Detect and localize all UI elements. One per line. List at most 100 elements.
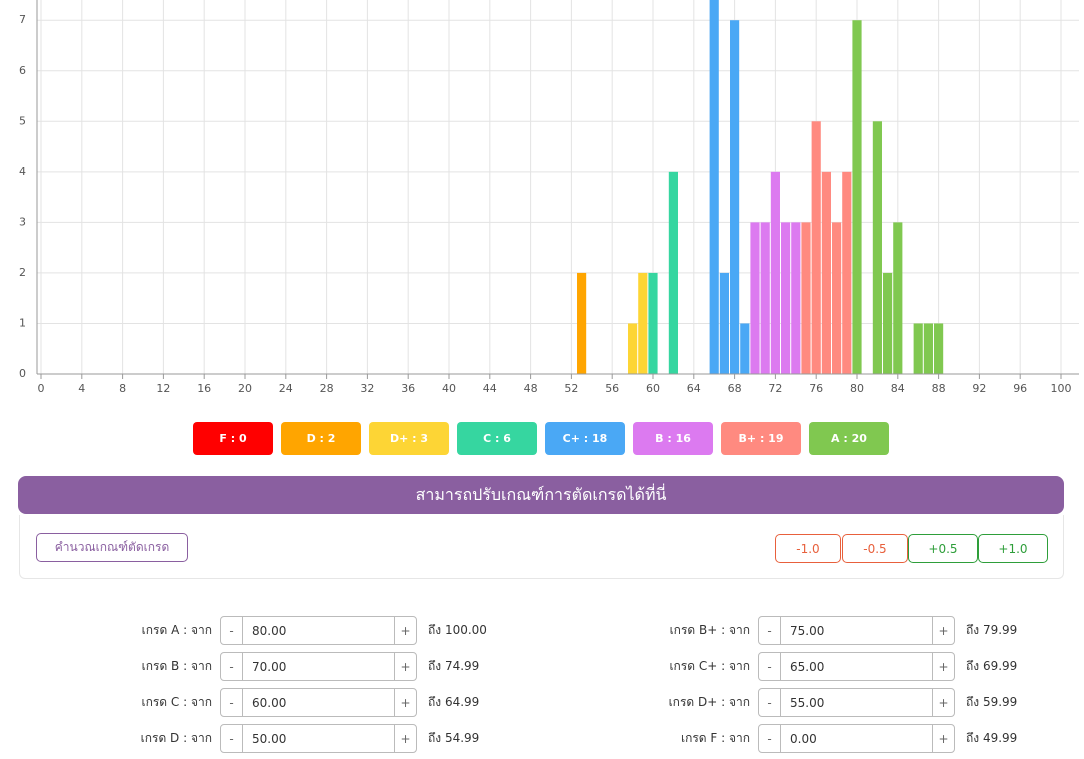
y-tick-label: 6 [19,64,26,77]
minus-button[interactable]: - [767,659,772,674]
x-tick-label: 92 [972,382,986,395]
y-tick-label: 5 [19,114,26,127]
x-tick-label: 96 [1013,382,1027,395]
plus-button[interactable]: + [938,659,949,674]
minus-button[interactable]: - [767,731,772,746]
x-tick-label: 88 [932,382,946,395]
bar [638,272,648,374]
bar [730,20,740,374]
grade-button[interactable]: B+ : 19 [721,422,801,455]
range-input[interactable]: 80.00 [242,617,395,644]
input-group: -0.00 + [758,724,955,753]
x-tick-label: 68 [728,382,742,395]
plus-button[interactable]: + [938,731,949,746]
bar [709,0,719,374]
adjust-button[interactable]: -1.0 [775,534,841,563]
y-tick-label: 1 [19,316,26,329]
range-input[interactable]: 70.00 [242,653,395,680]
bar [883,272,893,374]
x-tick-label: 44 [483,382,497,395]
bar [913,323,923,374]
minus-button[interactable]: - [229,695,234,710]
x-tick-label: 100 [1051,382,1072,395]
grid [37,0,1079,375]
range-label: เกรด B+ : จาก [669,622,750,637]
range-label: เกรด F : จาก [680,730,750,745]
range-input[interactable]: 55.00 [780,689,933,716]
x-tick-label: 84 [891,382,905,395]
bar [811,121,821,374]
bar [893,222,903,374]
x-tick-label: 76 [809,382,823,395]
bar [821,171,831,374]
grade-button[interactable]: B : 16 [633,422,713,455]
bars [577,0,944,374]
bar [628,323,638,374]
x-tick-label: 64 [687,382,701,395]
x-tick-label: 40 [442,382,456,395]
range-input[interactable]: 75.00 [780,617,933,644]
x-tick-label: 80 [850,382,864,395]
range-label: เกรด D+ : จาก [668,694,750,709]
adjust-button[interactable]: +0.5 [908,534,978,563]
adjust-button[interactable]: -0.5 [842,534,908,563]
x-tick-label: 72 [768,382,782,395]
minus-button[interactable]: - [767,695,772,710]
plus-button[interactable]: + [400,659,411,674]
calc-button[interactable]: คำนวณเกณฑ์ตัดเกรด [36,533,188,562]
plus-button[interactable]: + [938,695,949,710]
range-to: ถึง 54.99 [428,730,480,745]
x-tick-label: 52 [564,382,578,395]
range-to: ถึง 69.99 [966,658,1018,673]
grade-button[interactable]: D+ : 3 [369,422,449,455]
range-label: เกรด B : จาก [141,658,212,673]
minus-button[interactable]: - [229,623,234,638]
range-to: ถึง 64.99 [428,694,480,709]
range-to: ถึง 49.99 [966,730,1018,745]
x-tick-label: 20 [238,382,252,395]
bar [781,222,791,374]
input-group: -70.00 + [220,652,417,681]
adjust-button[interactable]: +1.0 [978,534,1048,563]
plus-button[interactable]: + [400,731,411,746]
y-tick-label: 4 [19,165,26,178]
minus-button[interactable]: - [767,623,772,638]
y-tick-label: 3 [19,215,26,228]
range-label: เกรด C+ : จาก [669,658,750,673]
plus-button[interactable]: + [400,623,411,638]
input-group: -55.00 + [758,688,955,717]
grade-button[interactable]: C : 6 [457,422,537,455]
input-group: -60.00 + [220,688,417,717]
grade-button[interactable]: A : 20 [809,422,889,455]
bar [719,272,729,374]
range-input[interactable]: 65.00 [780,653,933,680]
range-input[interactable]: 60.00 [242,689,395,716]
grade-button[interactable]: F : 0 [193,422,273,455]
bar [577,272,587,374]
grade-button[interactable]: C+ : 18 [545,422,625,455]
bar [801,222,811,374]
bar [648,272,658,374]
range-to: ถึง 74.99 [428,658,480,673]
x-tick-label: 48 [524,382,538,395]
plus-button[interactable]: + [938,623,949,638]
grade-button[interactable]: D : 2 [281,422,361,455]
bar [852,20,862,374]
bar [832,222,842,374]
bar [750,222,760,374]
x-tick-label: 56 [605,382,619,395]
range-input[interactable]: 50.00 [242,725,395,752]
bar [923,323,933,374]
x-tick-label: 60 [646,382,660,395]
x-tick-label: 4 [78,382,85,395]
y-tick-label: 0 [19,367,26,380]
minus-button[interactable]: - [229,731,234,746]
plus-button[interactable]: + [400,695,411,710]
x-tick-label: 36 [401,382,415,395]
minus-button[interactable]: - [229,659,234,674]
range-to: ถึง 59.99 [966,694,1018,709]
x-tick-label: 24 [279,382,293,395]
range-input[interactable]: 0.00 [780,725,933,752]
